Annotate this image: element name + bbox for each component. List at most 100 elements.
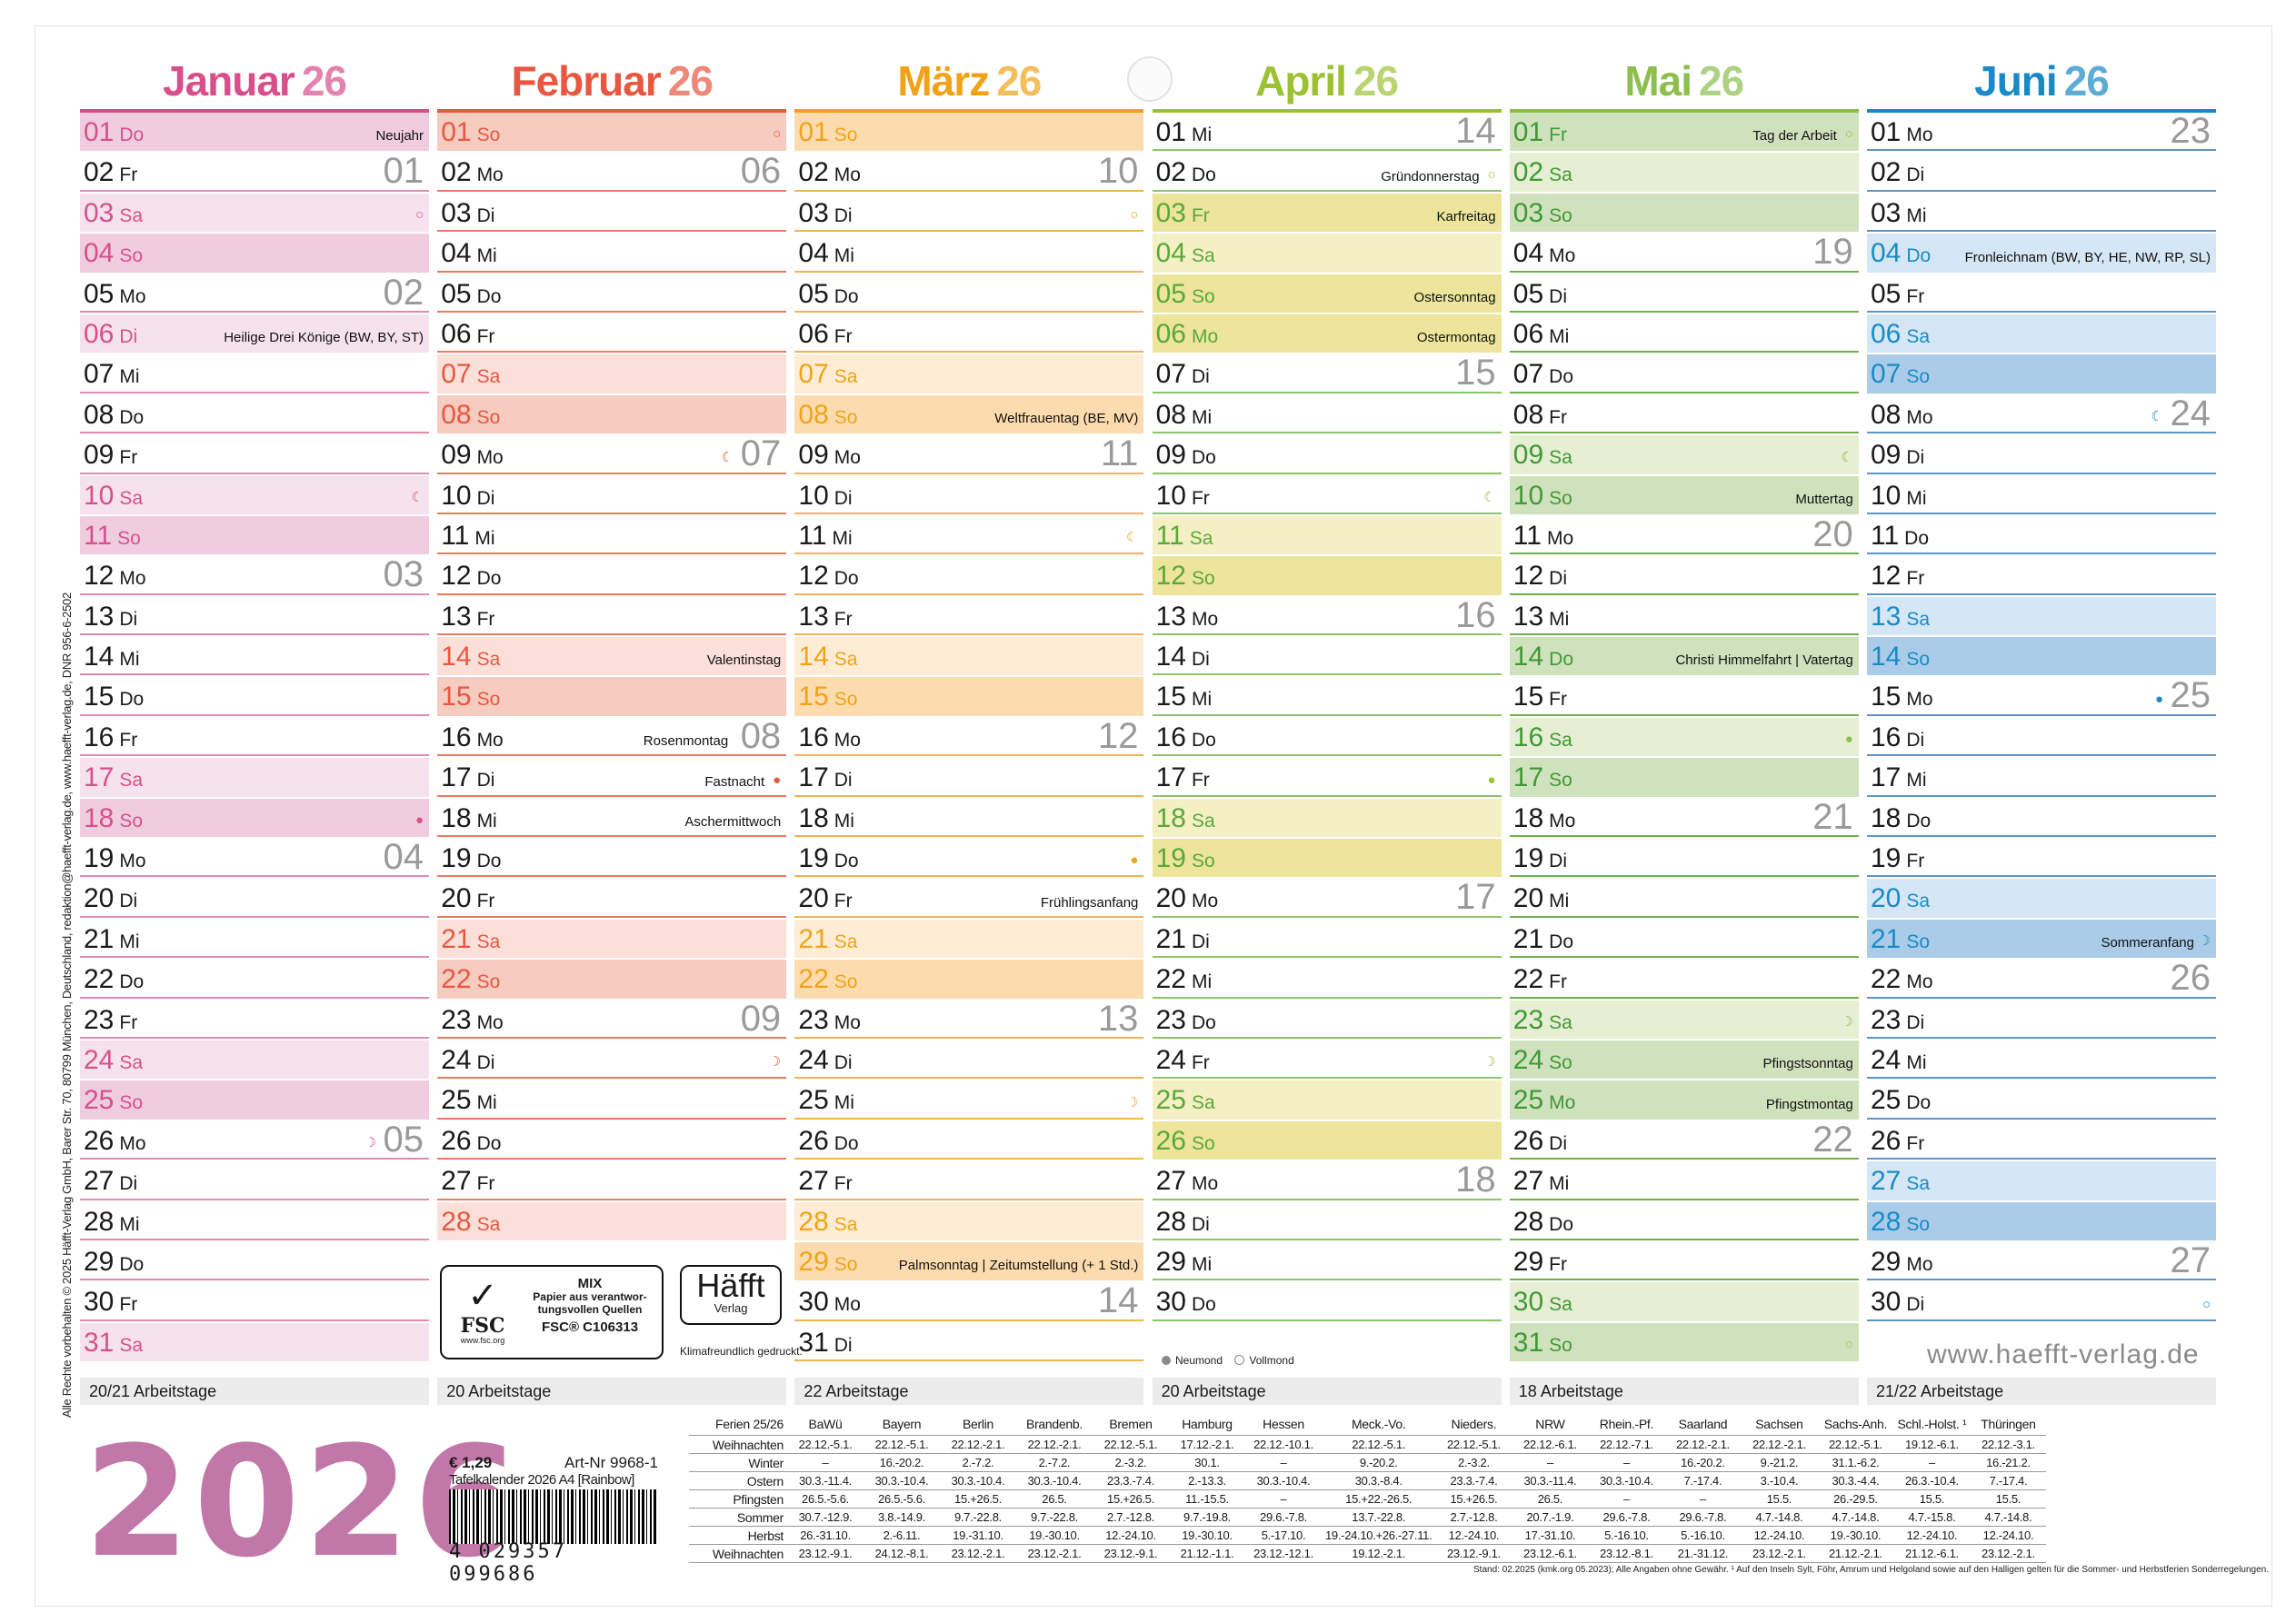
day-row: 13 Fr bbox=[437, 597, 787, 636]
day-row: 05 So Ostersonntag bbox=[1152, 274, 1502, 313]
ferien-cell: 15.5. bbox=[1893, 1489, 1971, 1508]
weekday: Mo bbox=[1549, 1092, 1576, 1114]
day-row: 11 Do bbox=[1867, 516, 2216, 555]
day-number: 02 Mo bbox=[798, 157, 861, 191]
day-num: 20 bbox=[798, 883, 829, 914]
weekday: Sa bbox=[1191, 245, 1215, 267]
day-num: 30 bbox=[798, 1287, 829, 1318]
day-row: 01 Do Neujahr bbox=[80, 113, 429, 152]
weekday: Di bbox=[119, 1173, 138, 1195]
day-row: 09 Di bbox=[1867, 435, 2216, 474]
weekday: Mi bbox=[119, 649, 140, 671]
day-number: 30 Mo bbox=[798, 1287, 861, 1320]
day-row: 23 Mo 09 bbox=[437, 999, 787, 1039]
day-num: 26 bbox=[84, 1125, 115, 1156]
weekday: Di bbox=[119, 891, 138, 912]
day-num: 04 bbox=[1512, 238, 1544, 269]
calendar-week: 14 bbox=[1455, 111, 1496, 151]
day-number: 02 Fr bbox=[84, 157, 137, 191]
weekday: Di bbox=[476, 1051, 495, 1073]
calendar-week: 15 bbox=[1455, 353, 1496, 393]
weekday: Sa bbox=[476, 649, 501, 671]
weekday: Do bbox=[1191, 1011, 1216, 1033]
weekday: Mo bbox=[119, 1132, 146, 1154]
day-num: 20 bbox=[1871, 883, 1902, 914]
weekday: Di bbox=[834, 204, 853, 226]
ferien-cell: 13.7.-22.8. bbox=[1322, 1508, 1436, 1527]
weekday: Fr bbox=[119, 447, 138, 469]
day-num: 16 bbox=[798, 722, 829, 752]
calendar-week: 24 bbox=[2170, 393, 2211, 433]
day-num: 08 bbox=[441, 399, 472, 430]
ferien-cell: 31.1.-6.2. bbox=[1817, 1453, 1894, 1472]
day-row: 23 Di bbox=[1867, 1001, 2216, 1039]
holiday-label: Karfreitag bbox=[1436, 209, 1496, 225]
barcode bbox=[449, 1489, 658, 1544]
weekday: Do bbox=[1549, 1213, 1574, 1235]
day-row: 15 So bbox=[437, 677, 787, 716]
weekday: Do bbox=[1191, 1294, 1216, 1316]
working-days: 20 Arbeitstage bbox=[1152, 1378, 1502, 1405]
moon-legend: Neumond Vollmond bbox=[1162, 1354, 1294, 1367]
day-row: 25 Mi ☽ bbox=[794, 1080, 1144, 1120]
day-row: 13 Di bbox=[80, 597, 429, 636]
calendar-week: 25 bbox=[2170, 675, 2211, 716]
day-row: 27 Fr bbox=[437, 1161, 787, 1200]
weekday: Mi bbox=[1191, 406, 1213, 428]
weekday: Sa bbox=[1906, 1173, 1931, 1195]
ferien-cell: 16.-20.2. bbox=[1664, 1453, 1742, 1472]
day-number: 21 So bbox=[1871, 924, 1930, 958]
day-number: 17 Fr bbox=[1156, 762, 1210, 796]
day-number: 13 Fr bbox=[441, 602, 494, 635]
day-number: 13 Di bbox=[84, 602, 137, 635]
day-number: 31 Sa bbox=[84, 1328, 143, 1361]
new-moon-icon: ● bbox=[1844, 732, 1853, 748]
day-number: 14 Sa bbox=[798, 642, 857, 675]
day-number: 13 Sa bbox=[1871, 602, 1930, 635]
ferien-cell: 2.7.-12.8. bbox=[1435, 1508, 1512, 1527]
state-header: Schl.-Holst. ¹ bbox=[1893, 1416, 1971, 1436]
day-number: 24 Fr bbox=[1156, 1045, 1210, 1079]
day-num: 03 bbox=[84, 197, 115, 228]
day-number: 01 Mo bbox=[1871, 117, 1933, 151]
weekday: So bbox=[476, 406, 501, 428]
ferien-cell: 21.12.-6.1. bbox=[1893, 1544, 1971, 1563]
holiday-label: Rosenmontag bbox=[643, 733, 729, 750]
product-name: Tafelkalender 2026 A4 [Rainbow] bbox=[449, 1472, 634, 1488]
day-row: 01 So ○ bbox=[437, 113, 787, 152]
day-row: 11 Sa bbox=[1152, 515, 1502, 555]
state-header: Nieders. bbox=[1435, 1416, 1512, 1436]
day-num: 17 bbox=[441, 762, 472, 793]
ferien-row: Winter –16.-20.2. 2.-7.2. 2.-7.2. 2.-3.2. 30.… bbox=[689, 1453, 2047, 1472]
day-num: 12 bbox=[84, 561, 115, 592]
day-num: 23 bbox=[1155, 1004, 1186, 1035]
day-row: 06 Di Heilige Drei Könige (BW, BY, ST) bbox=[80, 314, 429, 353]
weekday: Do bbox=[476, 285, 502, 307]
holiday-label: Tag der Arbeit bbox=[1752, 128, 1837, 144]
ferien-cell: 22.12.-5.1. bbox=[1322, 1435, 1436, 1454]
state-header: Bremen bbox=[1093, 1416, 1169, 1436]
day-num: 22 bbox=[798, 964, 829, 995]
weekday: Mi bbox=[1191, 689, 1213, 711]
day-num: 09 bbox=[441, 440, 472, 471]
day-number: 10 Sa bbox=[84, 481, 143, 514]
weekday: Mi bbox=[1549, 891, 1570, 912]
calendar-week: 21 bbox=[1812, 796, 1853, 837]
ferien-cell: 22.12.-5.1. bbox=[1435, 1435, 1512, 1454]
ferien-cell: 29.6.-7.8. bbox=[1588, 1508, 1665, 1527]
moon-phase-icon: ☽ bbox=[1841, 1013, 1853, 1030]
day-row: 18 Mi bbox=[794, 799, 1144, 838]
day-row: 25 Mi bbox=[437, 1080, 787, 1120]
ferien-cell: 2.7.-12.8. bbox=[1093, 1508, 1169, 1527]
ferien-cell: 21.-31.12. bbox=[1664, 1544, 1742, 1563]
day-num: 03 bbox=[1871, 197, 1902, 228]
day-num: 02 bbox=[798, 157, 829, 188]
ferien-cell: 22.12.-10.1. bbox=[1245, 1435, 1322, 1454]
day-number: 18 Mo bbox=[1513, 803, 1576, 837]
weekday: Mi bbox=[834, 1092, 854, 1114]
month-april: April 26 01 Mi 14 02 Do ○ Gründonnerstag 03 Fr Karf… bbox=[1152, 53, 1502, 1405]
new-moon-icon bbox=[1162, 1356, 1171, 1365]
weekday: Fr bbox=[1906, 285, 1925, 307]
calendar-week: 04 bbox=[383, 837, 424, 878]
day-num: 14 bbox=[798, 642, 829, 672]
